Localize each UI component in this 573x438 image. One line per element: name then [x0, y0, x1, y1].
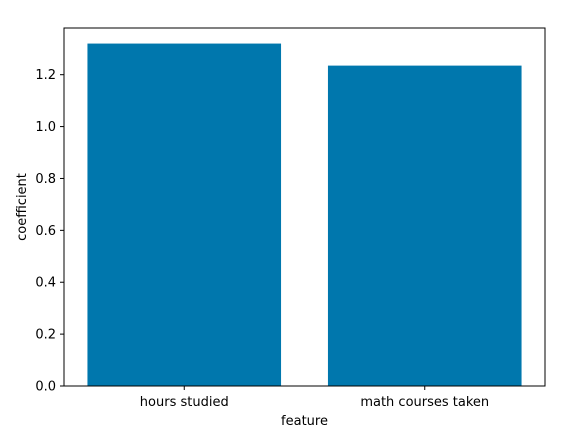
x-ticks-group: hours studied math courses taken — [140, 386, 489, 410]
bars-group — [87, 43, 522, 387]
y-tick-label: 0.4 — [35, 276, 56, 291]
y-tick-label: 1.2 — [35, 68, 56, 83]
x-tick-label: hours studied — [140, 395, 229, 410]
bar-hours-studied — [87, 43, 282, 386]
y-tick-label: 0.6 — [35, 224, 56, 239]
y-ticks-group: 0.0 0.2 0.4 0.6 0.8 1.0 1.2 — [35, 68, 64, 395]
y-tick-label: 1.0 — [35, 120, 56, 135]
y-axis-label: coefficient — [15, 173, 30, 241]
x-tick-label: math courses taken — [360, 395, 489, 410]
axes-frame — [63, 27, 546, 387]
x-axis-label: feature — [281, 414, 328, 429]
y-tick-label: 0.0 — [35, 380, 56, 395]
y-tick-label: 0.2 — [35, 328, 56, 343]
y-tick-label: 0.8 — [35, 172, 56, 187]
bar-math-courses-taken — [327, 65, 522, 387]
